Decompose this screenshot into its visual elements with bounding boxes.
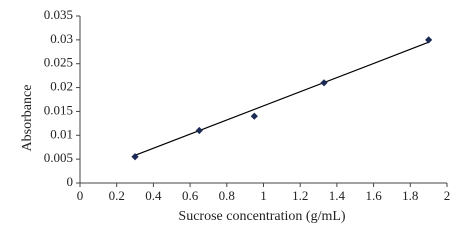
x-tick-label: 1.8: [402, 188, 418, 203]
x-tick-label: 0.8: [219, 188, 235, 203]
x-tick-label: 1.4: [329, 188, 346, 203]
y-axis-label: Absorbance: [20, 85, 35, 152]
data-point: [320, 79, 328, 87]
x-tick-label: 0.4: [145, 188, 162, 203]
data-point: [425, 36, 433, 44]
x-tick-label: 1: [260, 188, 267, 203]
y-tick-label: 0.005: [44, 150, 73, 165]
x-tick-label: 0.6: [182, 188, 199, 203]
x-tick-label: 0.2: [109, 188, 125, 203]
y-tick-label: 0.025: [44, 55, 73, 70]
y-tick-label: 0.01: [50, 126, 73, 141]
data-point: [131, 153, 139, 161]
x-tick-label: 0: [77, 188, 84, 203]
x-tick-label: 2: [444, 188, 451, 203]
x-tick-label: 1.2: [292, 188, 308, 203]
y-tick-label: 0.035: [44, 7, 73, 22]
trendline: [134, 41, 429, 156]
x-tick-label: 1.6: [365, 188, 382, 203]
x-axis-label: Sucrose concentration (g/mL): [178, 209, 346, 224]
y-tick-label: 0.02: [50, 79, 73, 94]
data-point: [250, 112, 258, 120]
y-tick-label: 0.015: [44, 102, 73, 117]
y-tick-label: 0.03: [50, 31, 73, 46]
y-tick-label: 0: [67, 174, 74, 189]
data-point: [195, 126, 203, 135]
